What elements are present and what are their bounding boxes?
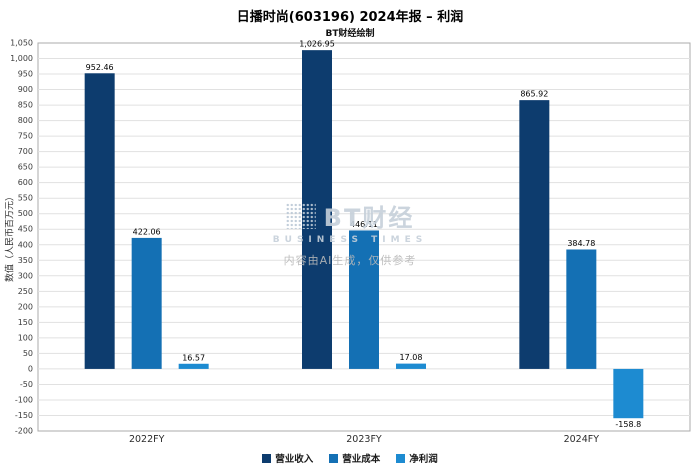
bar-2024FY-series-0 — [519, 100, 550, 369]
bar-2022FY-series-1 — [131, 237, 162, 369]
chart-subtitle: BT财经绘制 — [325, 29, 375, 39]
y-tick-label: 550 — [18, 194, 33, 203]
legend-label-cost: 营业成本 — [342, 454, 381, 465]
bar-2022FY-series-0 — [84, 73, 115, 369]
bar-2023FY-series-1 — [349, 230, 379, 369]
y-tick-label: 100 — [18, 333, 33, 342]
y-tick-label: 1,000 — [10, 54, 33, 63]
x-tick-label: 2022FY — [129, 434, 165, 445]
x-tick-label: 2024FY — [564, 434, 600, 445]
value-label: 16.57 — [182, 353, 205, 362]
y-tick-label: 950 — [18, 70, 33, 79]
legend-item-net-profit: 净利润 — [396, 451, 438, 465]
y-tick-label: 200 — [18, 302, 33, 311]
y-tick-label: 300 — [18, 271, 33, 280]
value-label: -158.8 — [615, 420, 641, 429]
bar-2022FY-series-2 — [178, 363, 209, 369]
y-tick-label: 600 — [18, 178, 33, 187]
y-tick-label: 150 — [18, 318, 33, 327]
y-tick-label: 700 — [18, 147, 33, 156]
y-tick-label: -200 — [15, 427, 33, 436]
y-tick-label: 900 — [18, 85, 33, 94]
legend: 营业收入 营业成本 净利润 — [0, 451, 700, 465]
bar-2023FY-series-0 — [302, 50, 332, 369]
y-tick-label: 1,050 — [10, 39, 33, 48]
y-tick-label: -100 — [15, 395, 33, 404]
x-tick-label: 2023FY — [346, 434, 382, 445]
bar-2023FY-series-2 — [396, 363, 426, 369]
bar-2024FY-series-1 — [566, 249, 597, 369]
legend-swatch-cost — [329, 453, 339, 463]
y-tick-label: 800 — [18, 116, 33, 125]
y-tick-label: 850 — [18, 101, 33, 110]
legend-label-revenue: 营业收入 — [275, 454, 314, 465]
y-tick-label: 400 — [18, 240, 33, 249]
y-tick-label: 250 — [18, 287, 33, 296]
value-label: 865.92 — [520, 90, 548, 99]
legend-swatch-net-profit — [396, 453, 406, 463]
plot-area: -200 -150 -100 -50 0 50 100 150 200 250 300 350 400 4… — [10, 39, 691, 445]
legend-item-revenue: 营业收入 — [262, 451, 313, 465]
chart-title: 日播时尚(603196) 2024年报 – 利润 — [236, 10, 464, 25]
y-tick-label: 50 — [23, 349, 33, 358]
value-label: 446.11 — [350, 220, 378, 229]
legend-item-cost: 营业成本 — [329, 451, 380, 465]
y-tick-label: 0 — [28, 364, 33, 373]
y-tick-label: 350 — [18, 256, 33, 265]
legend-swatch-revenue — [262, 453, 272, 463]
value-label: 422.06 — [133, 227, 161, 236]
value-label: 17.08 — [400, 353, 423, 362]
value-label: 384.78 — [567, 239, 595, 248]
value-label: 1,026.95 — [299, 40, 335, 49]
y-tick-label: 450 — [18, 225, 33, 234]
y-tick-label: -50 — [20, 380, 33, 389]
y-tick-label: -150 — [15, 411, 33, 420]
y-tick-label: 650 — [18, 163, 33, 172]
legend-label-net-profit: 净利润 — [409, 454, 438, 465]
y-tick-label: 750 — [18, 132, 33, 141]
y-tick-label: 500 — [18, 209, 33, 218]
value-label: 952.46 — [86, 63, 114, 72]
bar-2024FY-series-2 — [613, 368, 644, 419]
